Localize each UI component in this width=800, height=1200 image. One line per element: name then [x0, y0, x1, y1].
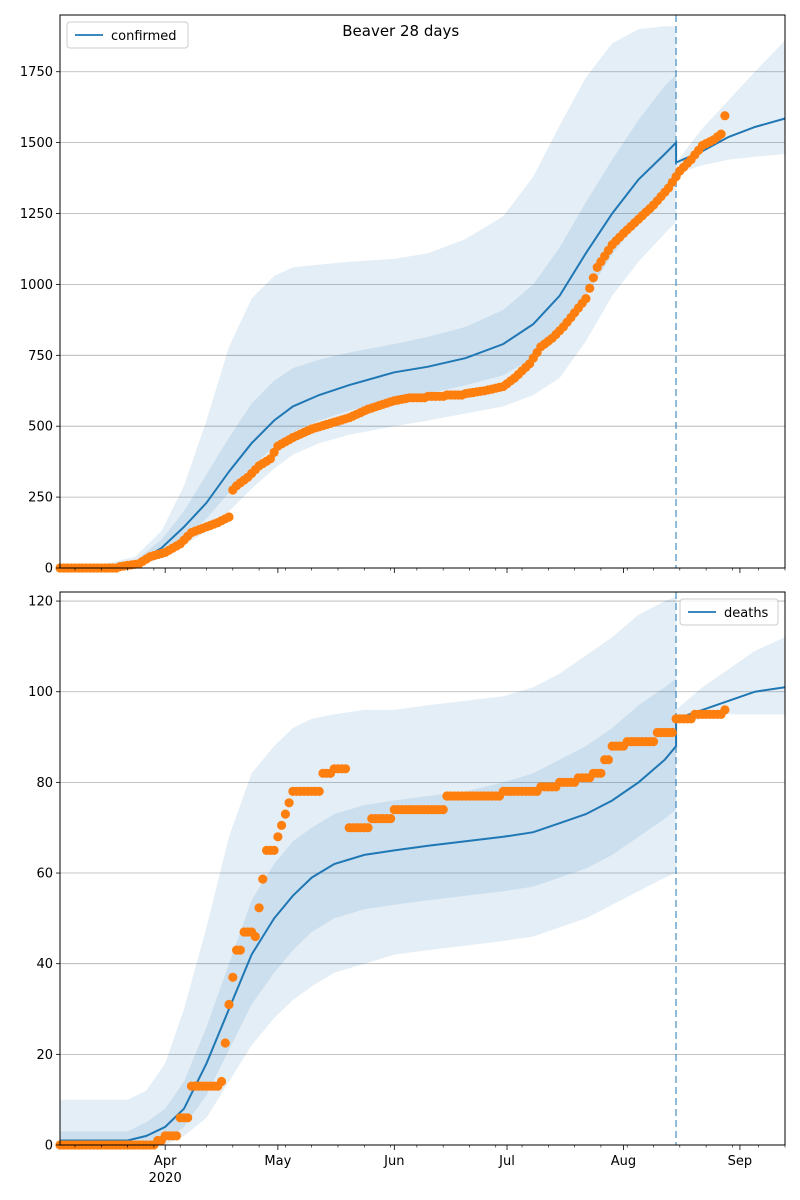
observed-point	[171, 1131, 182, 1141]
x-tick-label: Aug	[611, 1154, 636, 1169]
observed-point	[250, 931, 260, 942]
observed-point	[224, 999, 234, 1010]
deaths-gridlines	[60, 600, 785, 1055]
x-tick-label: May	[264, 1154, 291, 1169]
y-tick-label: 100	[28, 685, 53, 700]
y-tick-label: 80	[36, 776, 53, 791]
confirmed-axes-frame	[59, 14, 786, 569]
confirmed-observed-points	[55, 111, 730, 573]
deaths-axes-frame	[59, 591, 786, 1146]
deaths-legend: deaths	[679, 598, 779, 626]
observed-point	[254, 903, 264, 913]
y-tick-label: 0	[45, 562, 53, 577]
y-tick-label: 1000	[20, 278, 53, 293]
observed-point	[280, 809, 290, 819]
observed-point	[224, 512, 234, 522]
observed-point	[277, 820, 287, 831]
observed-point	[340, 764, 351, 774]
y-tick-label: 0	[45, 1139, 53, 1154]
observed-point	[588, 273, 599, 283]
uncertainty-band	[60, 74, 677, 568]
y-tick-label: 40	[36, 957, 53, 972]
deaths-panel: 0 20 40 60 80 100 120 Apr 2020 May Jun Jul Aug Sep d…	[28, 591, 786, 1186]
x-tick-sublabel: 2020	[149, 1171, 182, 1186]
confirmed-legend-box	[66, 21, 189, 49]
y-tick-label: 750	[28, 349, 53, 364]
x-tick-label: Sep	[728, 1154, 753, 1169]
observed-point	[284, 798, 294, 808]
x-tick-label: Jul	[498, 1154, 515, 1169]
chart-title: Beaver 28 days	[342, 22, 459, 40]
observed-point	[220, 1038, 230, 1048]
observed-point	[386, 814, 396, 824]
x-tick-label: Apr	[154, 1154, 177, 1169]
observed-point	[603, 755, 614, 765]
deaths-plot-area	[60, 592, 785, 1145]
x-tick-label: Jun	[383, 1154, 404, 1169]
confirmed-y-axis: 0 250 500 750 1000 1250 1500 1750	[20, 65, 60, 577]
uncertainty-band	[676, 637, 785, 724]
y-tick-label: 1500	[20, 136, 53, 151]
deaths-legend-label: deaths	[724, 606, 769, 621]
observed-point	[581, 294, 591, 304]
observed-point	[183, 1113, 193, 1123]
observed-point	[269, 845, 279, 856]
confirmed-legend: confirmed	[66, 21, 189, 49]
y-tick-label: 250	[28, 491, 53, 506]
observed-point	[258, 874, 268, 884]
observed-point	[363, 823, 373, 833]
observed-point	[648, 737, 659, 747]
observed-point	[438, 805, 448, 815]
uncertainty-band	[60, 596, 677, 1145]
observed-point	[273, 832, 283, 842]
y-tick-label: 1750	[20, 65, 53, 80]
confirmed-legend-label: confirmed	[111, 29, 177, 44]
y-tick-label: 1250	[20, 207, 53, 222]
observed-point	[596, 768, 606, 778]
confirmed-gridlines	[60, 71, 785, 498]
confirmed-panel: 0 250 500 750 1000 1250 1500 1750 Beaver 28 day…	[20, 14, 786, 577]
y-tick-label: 120	[28, 595, 53, 610]
observed-point	[216, 1076, 227, 1087]
deaths-y-axis: 0 20 40 60 80 100 120	[28, 595, 60, 1154]
y-tick-label: 20	[36, 1048, 53, 1063]
observed-point	[667, 727, 677, 738]
observed-point	[716, 129, 726, 139]
observed-point	[314, 786, 324, 797]
observed-point	[720, 111, 730, 121]
y-tick-label: 60	[36, 867, 53, 882]
uncertainty-band	[60, 26, 677, 569]
observed-point	[720, 705, 730, 715]
deaths-legend-box	[679, 598, 779, 626]
confirmed-plot-area	[60, 15, 785, 568]
observed-point	[235, 945, 245, 955]
y-tick-label: 500	[28, 420, 53, 435]
observed-point	[228, 972, 238, 982]
confirmed-x-axis	[74, 568, 786, 573]
deaths-x-axis: Apr 2020 May Jun Jul Aug Sep	[74, 1145, 786, 1186]
observed-point	[585, 283, 595, 293]
